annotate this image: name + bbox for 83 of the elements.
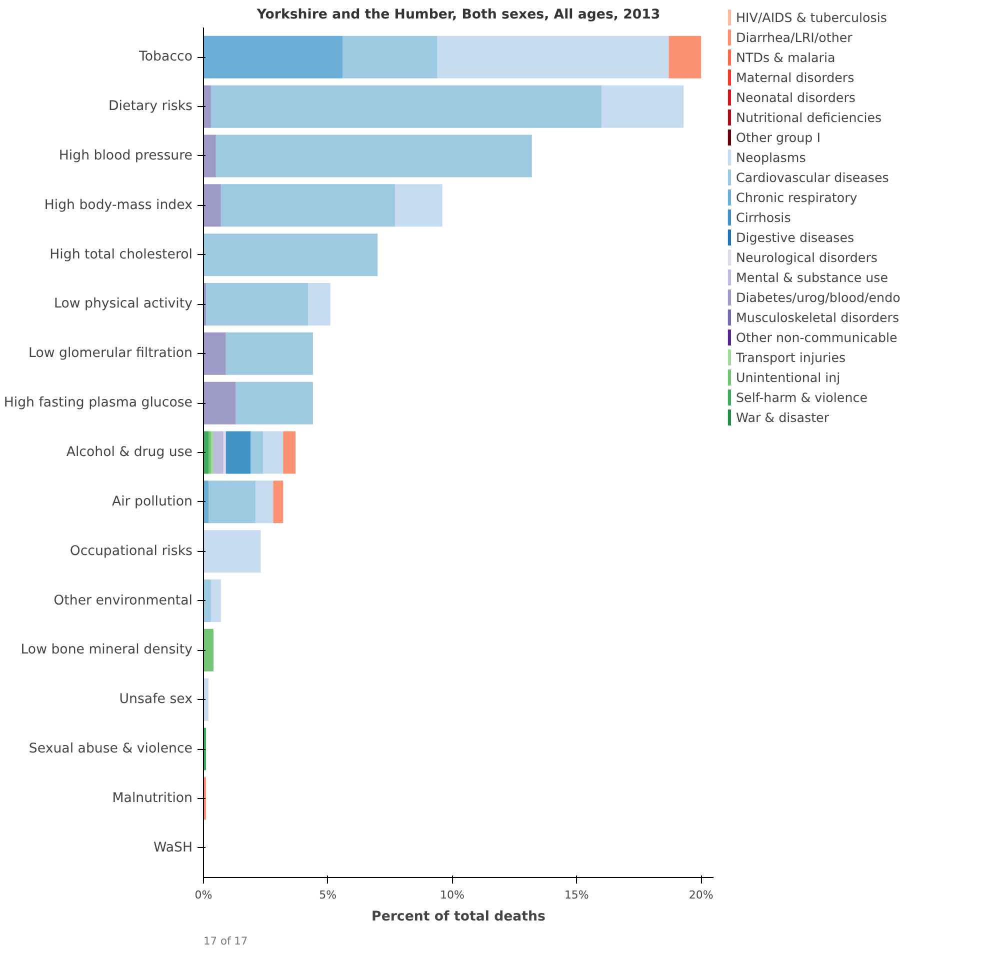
- bar: [216, 134, 532, 178]
- y-tick-label: Occupational risks: [70, 544, 193, 559]
- legend-label: Other group I: [736, 128, 820, 147]
- bar: [204, 85, 211, 128]
- bar: [210, 431, 214, 474]
- y-tick-label: Low glomerular filtration: [28, 346, 192, 362]
- bar: [206, 282, 308, 326]
- bar: [204, 480, 208, 524]
- text: 17 of 17: [204, 934, 248, 948]
- bar: [602, 85, 684, 128]
- bar: [256, 480, 274, 524]
- legend-label: Chronic respiratory: [736, 188, 858, 207]
- x-tick-label: 10%: [440, 888, 465, 902]
- bar: [204, 678, 208, 721]
- x-axis-title: Percent of total deaths: [372, 910, 546, 924]
- y-tick-label: Low physical activity: [54, 296, 193, 312]
- bar: [204, 580, 211, 622]
- legend-label: Cardiovascular diseases: [736, 168, 889, 187]
- legend-label: Neoplasms: [736, 148, 806, 167]
- y-tick-label: Low bone mineral density: [20, 642, 193, 658]
- y-tick-label: Air pollution: [112, 494, 193, 510]
- bar: [208, 431, 211, 474]
- bar: [395, 184, 442, 227]
- bar: [204, 332, 226, 375]
- x-tick-label: 0%: [194, 888, 212, 902]
- bar: [210, 85, 602, 128]
- bar: [273, 480, 284, 524]
- bar: [210, 580, 221, 622]
- bar: [250, 431, 264, 474]
- bar: [226, 431, 251, 474]
- y-tick-label: Other environmental: [54, 593, 193, 608]
- y-tick-label: High total cholesterol: [50, 247, 193, 262]
- legend-label: Maternal disorders: [736, 68, 854, 87]
- bar: [308, 282, 330, 326]
- y-tick-label: Tobacco: [138, 50, 192, 65]
- bar: [204, 628, 214, 672]
- bar: [342, 36, 438, 78]
- bar: [208, 480, 256, 524]
- x-tick-label: 20%: [688, 888, 714, 902]
- legend-label: Musculoskeletal disorders: [736, 308, 900, 327]
- bar: [223, 431, 226, 474]
- y-tick-label: WaSH: [154, 840, 193, 856]
- bar: [204, 36, 343, 78]
- bar: [236, 382, 313, 424]
- bar: [204, 134, 216, 178]
- legend-label: NTDs & malaria: [736, 48, 836, 67]
- y-tick-label: Alcohol & drug use: [66, 445, 193, 460]
- bar: [220, 184, 396, 227]
- bar: [204, 184, 221, 227]
- legend-label: Neurological disorders: [736, 248, 878, 267]
- legend-label: Digestive diseases: [736, 228, 854, 247]
- y-tick-label: Malnutrition: [112, 790, 192, 806]
- legend-label: Mental & substance use: [736, 268, 888, 287]
- legend-label: Unintentional inj: [736, 368, 840, 387]
- x-tick-label: 15%: [564, 888, 589, 902]
- legend-label: War & disaster: [736, 408, 830, 427]
- y-tick-label: Dietary risks: [108, 99, 193, 114]
- legend-label: HIV/AIDS & tuberculosis: [736, 8, 887, 27]
- chart-title: Yorkshire and the Humber, Both sexes, All ages, 2013: [256, 8, 660, 22]
- legend-label: Self-harm & violence: [736, 388, 868, 407]
- y-tick-label: High body-mass index: [44, 198, 193, 213]
- legend-label: Transport injuries: [736, 348, 846, 367]
- legend-label: Nutritional deficiencies: [736, 108, 882, 127]
- y-tick-label: High blood pressure: [58, 148, 193, 164]
- legend-label: Diabetes/urog/blood/endo: [736, 288, 900, 307]
- bar: [204, 530, 261, 573]
- bar: [204, 234, 378, 276]
- legend-label: Cirrhosis: [736, 208, 791, 227]
- y-tick-label: High fasting plasma glucose: [4, 396, 193, 411]
- bar: [213, 431, 224, 474]
- bar: [283, 431, 296, 474]
- bar: [437, 36, 669, 78]
- y-tick-label: Sexual abuse & violence: [28, 742, 193, 757]
- bar: [204, 382, 236, 424]
- bar: [204, 431, 208, 474]
- legend-label: Other non-communicable: [736, 328, 898, 347]
- bar: [668, 36, 702, 78]
- legend-label: Diarrhea/LRI/other: [736, 28, 852, 47]
- legend-label: Neonatal disorders: [736, 88, 856, 107]
- bar: [226, 332, 313, 375]
- y-tick-label: Unsafe sex: [119, 692, 193, 708]
- x-tick-label: 5%: [319, 888, 337, 902]
- bar: [263, 431, 284, 474]
